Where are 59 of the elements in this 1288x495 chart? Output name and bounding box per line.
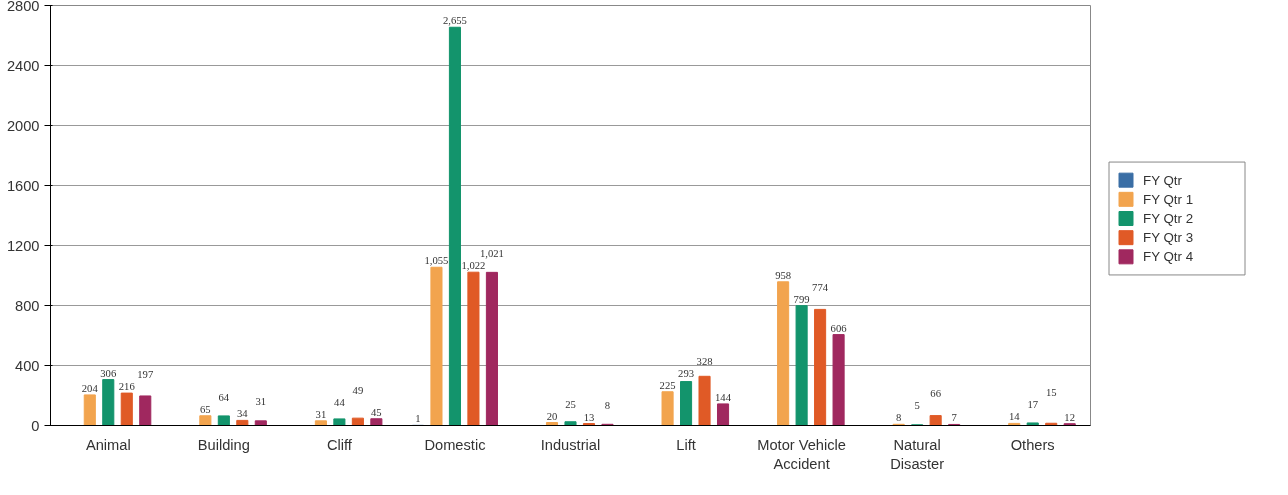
legend-label: FY Qtr 4 bbox=[1143, 249, 1194, 265]
y-tick-label: 1600 bbox=[6, 177, 40, 194]
data-label: 31 bbox=[255, 396, 267, 408]
data-label: 1,022 bbox=[461, 260, 486, 272]
x-tick-label: Animal bbox=[85, 436, 131, 453]
legend-label: FY Qtr bbox=[1143, 172, 1183, 188]
data-label: 1,055 bbox=[424, 255, 449, 267]
data-label: 8 bbox=[896, 412, 902, 424]
data-label: 216 bbox=[118, 381, 136, 393]
x-tick-label: Cliff bbox=[326, 436, 353, 453]
data-label: 49 bbox=[352, 384, 364, 396]
y-tick-label: 1200 bbox=[6, 237, 40, 254]
data-label: 66 bbox=[930, 388, 942, 400]
x-tick-label: Domestic bbox=[424, 436, 486, 453]
x-tick-label: Industrial bbox=[540, 436, 601, 453]
data-label: 204 bbox=[81, 382, 99, 394]
data-label: 328 bbox=[696, 355, 713, 367]
y-tick-label: 2400 bbox=[6, 57, 40, 74]
data-label: 958 bbox=[775, 269, 792, 281]
data-label: 774 bbox=[812, 281, 829, 293]
data-label: 44 bbox=[334, 396, 346, 408]
data-label: 64 bbox=[218, 391, 230, 403]
y-tick-label: 2000 bbox=[6, 117, 40, 134]
data-label: 293 bbox=[678, 367, 695, 379]
data-label: 799 bbox=[793, 293, 810, 305]
x-tick-label: Motor Vehicle Accident bbox=[757, 436, 847, 472]
data-label: 225 bbox=[659, 379, 676, 391]
x-tick-label: Lift bbox=[676, 436, 696, 453]
data-label: 7 bbox=[951, 412, 958, 424]
data-label: 144 bbox=[715, 391, 732, 403]
legend-label: FY Qtr 2 bbox=[1143, 211, 1194, 226]
data-label: 31 bbox=[315, 408, 327, 420]
y-tick-label: 2800 bbox=[6, 0, 40, 14]
data-label: 306 bbox=[100, 367, 117, 379]
x-tick-label: Building bbox=[197, 436, 250, 453]
data-label: 12 bbox=[1064, 411, 1076, 423]
data-label: 1 bbox=[415, 413, 421, 425]
data-label: 34 bbox=[236, 408, 249, 420]
data-label: 17 bbox=[1027, 399, 1039, 411]
data-label: 197 bbox=[137, 369, 154, 381]
data-label: 14 bbox=[1008, 411, 1021, 423]
data-label: 5 bbox=[914, 400, 920, 412]
x-tick-label: Natural Disaster bbox=[890, 436, 945, 472]
data-label: 1,021 bbox=[479, 248, 504, 260]
y-tick-label: 0 bbox=[31, 417, 40, 434]
data-label: 20 bbox=[546, 410, 558, 422]
data-label: 65 bbox=[200, 403, 211, 415]
data-label: 2,655 bbox=[442, 15, 467, 27]
data-label: 25 bbox=[565, 398, 576, 410]
data-label: 15 bbox=[1045, 387, 1057, 399]
legend-label: FY Qtr 3 bbox=[1143, 230, 1194, 246]
x-tick-label: Others bbox=[1010, 436, 1055, 453]
data-label: 606 bbox=[830, 322, 848, 334]
data-label: 8 bbox=[604, 399, 611, 411]
data-label: 45 bbox=[371, 406, 382, 418]
y-tick-label: 800 bbox=[15, 297, 40, 314]
legend-label: FY Qtr 1 bbox=[1143, 191, 1194, 207]
y-tick-label: 400 bbox=[15, 357, 40, 374]
data-label: 13 bbox=[583, 411, 595, 423]
